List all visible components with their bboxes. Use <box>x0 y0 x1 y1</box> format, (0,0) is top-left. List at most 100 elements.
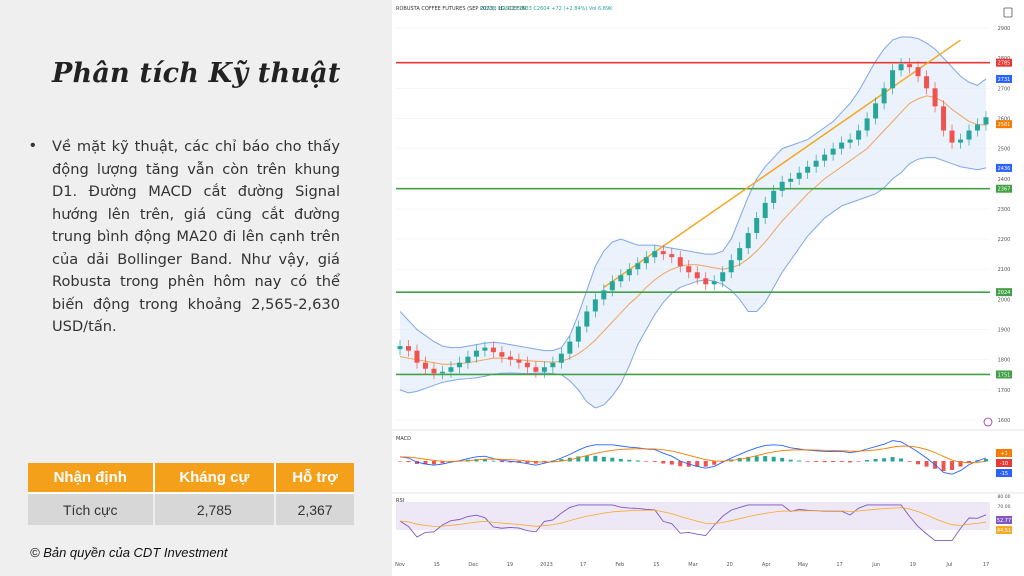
candle-body <box>465 356 471 363</box>
candle-body <box>601 290 607 300</box>
macd-histogram-bar <box>635 460 640 462</box>
candle-body <box>516 359 522 363</box>
macd-tag-label: +1 <box>1000 451 1007 457</box>
candle-body <box>541 367 547 372</box>
candle-body <box>677 257 683 267</box>
macd-histogram-bar <box>703 461 708 467</box>
macd-histogram-bar <box>627 459 632 462</box>
table-header-assessment: Nhận định <box>28 463 155 493</box>
candle-body <box>975 124 981 131</box>
candle-body <box>966 130 972 140</box>
candle-body <box>524 362 530 368</box>
x-tick-label: Nov <box>395 562 405 568</box>
price-chart-panel: ROBUSTA COFFEE FUTURES (SEP 2023), 1D, I… <box>392 0 1024 576</box>
macd-histogram-bar <box>618 458 623 462</box>
candle-body <box>448 367 454 372</box>
rsi-ma-line <box>399 507 987 527</box>
candle-body <box>626 269 632 276</box>
candle-body <box>473 350 479 357</box>
candle-body <box>397 346 403 350</box>
candle-body <box>958 139 964 143</box>
candle-body <box>609 281 615 291</box>
macd-histogram-bar <box>805 461 810 462</box>
price-chart[interactable]: ROBUSTA COFFEE FUTURES (SEP 2023), 1D, I… <box>392 0 1024 576</box>
level-tag <box>996 370 1012 379</box>
candle-body <box>745 233 751 249</box>
price-tag <box>996 163 1012 172</box>
candle-body <box>830 148 836 155</box>
candle-body <box>771 190 777 203</box>
candle-body <box>405 346 411 351</box>
macd-histogram-bar <box>398 461 402 462</box>
macd-histogram-bar <box>406 461 411 463</box>
price-tag-label: 2436 <box>998 166 1011 172</box>
macd-histogram-bar <box>984 458 988 462</box>
x-tick-label: May <box>798 562 808 568</box>
macd-histogram-bar <box>542 461 547 463</box>
macd-histogram-bar <box>763 456 768 462</box>
x-tick-label: 20 <box>726 562 732 568</box>
copyright-note: © Bản quyền của CDT Investment <box>30 545 228 560</box>
macd-histogram-bar <box>584 455 589 462</box>
macd-histogram-bar <box>958 461 963 467</box>
macd-histogram-bar <box>822 461 827 463</box>
macd-histogram-bar <box>814 461 819 462</box>
candle-body <box>754 217 760 234</box>
candle-body <box>932 88 938 107</box>
macd-histogram-bar <box>899 458 904 462</box>
macd-histogram-bar <box>712 461 717 465</box>
price-tag <box>996 74 1012 83</box>
x-tick-label: Feb <box>615 562 624 568</box>
y-tick-label: 2400 <box>998 177 1011 183</box>
candle-body <box>652 251 658 258</box>
candle-body <box>567 341 573 354</box>
macd-histogram-bar <box>771 456 776 462</box>
level-tag <box>996 288 1012 297</box>
settings-icon[interactable] <box>1003 7 1013 18</box>
rsi-tick-label: 80.00 <box>998 494 1011 500</box>
candle-body <box>813 160 819 167</box>
macd-histogram-bar <box>491 460 496 462</box>
macd-histogram-bar <box>873 459 878 462</box>
chart-title: ROBUSTA COFFEE FUTURES (SEP 2023), 1D, I… <box>396 6 527 12</box>
table-header-support: Hỗ trợ <box>275 463 354 493</box>
y-tick-label: 2600 <box>998 116 1011 122</box>
price-tag <box>996 120 1012 129</box>
candle-body <box>728 260 734 273</box>
ma20-line <box>399 95 987 365</box>
macd-histogram-bar <box>482 459 487 462</box>
macd-histogram-bar <box>431 461 436 465</box>
macd-histogram-bar <box>780 457 785 462</box>
candle-body <box>915 67 921 77</box>
candle-body <box>507 356 513 360</box>
candle-body <box>686 266 692 273</box>
macd-histogram-bar <box>797 460 802 462</box>
candle-body <box>703 278 709 285</box>
candle-body <box>796 172 802 179</box>
y-tick-label: 1900 <box>998 328 1011 334</box>
y-tick-label: 2700 <box>998 86 1011 92</box>
price-tag-label: 2581 <box>998 122 1011 128</box>
candle-body <box>635 263 641 270</box>
x-tick-label: Dec <box>468 562 478 568</box>
level-tag-label: 2024 <box>998 290 1011 296</box>
macd-histogram-bar <box>576 456 581 462</box>
table-cell-support: 2,367 <box>275 492 354 525</box>
table-cell-resistance: 2,785 <box>153 492 277 525</box>
macd-histogram-bar <box>440 461 445 464</box>
macd-histogram-bar <box>644 461 649 462</box>
candle-body <box>575 326 581 342</box>
y-tick-label: 1800 <box>998 358 1011 364</box>
rsi-tag <box>996 526 1012 534</box>
macd-histogram-bar <box>941 461 946 472</box>
candle-body <box>839 142 845 149</box>
macd-histogram-bar <box>882 458 887 462</box>
candle-body <box>592 299 598 312</box>
x-tick-label: 15 <box>653 562 659 568</box>
candle-body <box>873 103 879 119</box>
candle-body <box>456 362 462 368</box>
rsi-pane: RSI 80.00 70.00 52.77 44.51 <box>392 492 1024 542</box>
main-price-pane: 2900280027002600250024002300220021002000… <box>396 26 1012 427</box>
rsi-tag-label: 52.77 <box>997 518 1011 524</box>
candle-body <box>499 352 505 357</box>
